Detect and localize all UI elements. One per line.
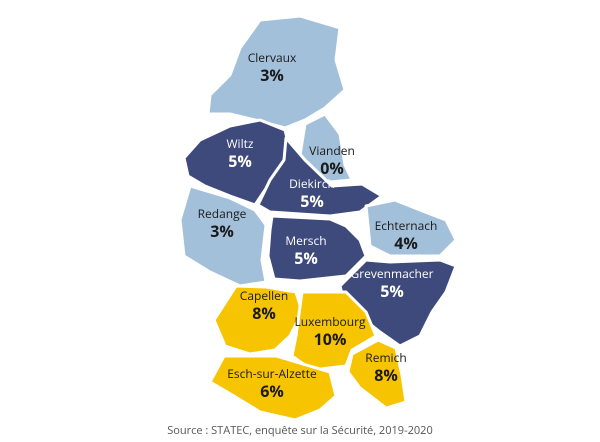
region-value: 3% — [210, 220, 234, 242]
region-name: Clervaux — [248, 49, 297, 66]
region-name: Wiltz — [226, 135, 253, 152]
region — [364, 198, 458, 258]
region-value: 5% — [380, 280, 404, 302]
region-name: Diekirch — [289, 175, 335, 192]
region — [178, 184, 268, 288]
region-value: 3% — [260, 64, 284, 86]
region-value: 8% — [374, 364, 398, 386]
region-value: 5% — [294, 247, 318, 269]
region-value: 0% — [320, 157, 344, 179]
region — [266, 214, 368, 283]
region-value: 6% — [260, 380, 284, 402]
region — [256, 136, 384, 218]
region — [208, 354, 338, 422]
region-value: 8% — [252, 302, 276, 324]
region-name: Grevenmacher — [351, 265, 434, 282]
region — [212, 284, 304, 356]
region-value: 4% — [394, 232, 418, 254]
region-value: 5% — [300, 190, 324, 212]
region — [290, 290, 378, 372]
region-name: Luxembourg — [294, 313, 366, 330]
region-name: Mersch — [285, 232, 326, 249]
region-value: 5% — [228, 150, 252, 172]
region-name: Redange — [198, 205, 247, 222]
region-name: Capellen — [240, 287, 288, 304]
region — [206, 14, 347, 130]
region-name: Echternach — [375, 217, 438, 234]
region-name: Remich — [365, 349, 406, 366]
region-value: 10% — [314, 328, 347, 350]
region — [346, 338, 408, 410]
region-name: Vianden — [309, 142, 355, 159]
region-name: Esch-sur-Alzette — [227, 365, 317, 382]
source: Source : STATEC, enquête sur la Sécurité… — [167, 423, 433, 438]
